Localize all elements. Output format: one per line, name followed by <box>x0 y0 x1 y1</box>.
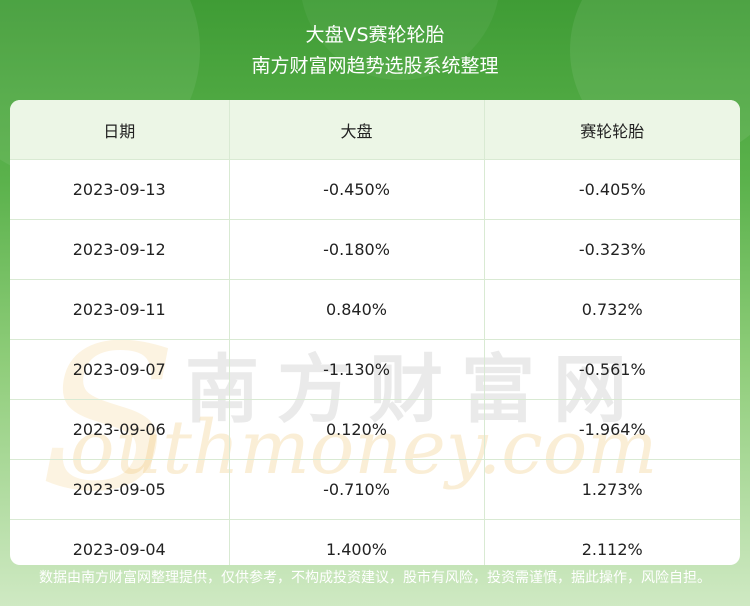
header-stock: 赛轮轮胎 <box>484 100 740 160</box>
comparison-table: 日期 大盘 赛轮轮胎 2023-09-13 -0.450% -0.405% 20… <box>10 100 740 565</box>
table-row: 2023-09-12 -0.180% -0.323% <box>10 219 740 280</box>
cell-market: -0.450% <box>229 159 485 220</box>
cell-market: -0.710% <box>229 459 485 520</box>
cell-date: 2023-09-13 <box>10 159 230 220</box>
table-row: 2023-09-06 0.120% -1.964% <box>10 399 740 460</box>
cell-stock: 0.732% <box>484 279 740 340</box>
page-subtitle: 南方财富网趋势选股系统整理 <box>251 55 499 77</box>
cell-date: 2023-09-12 <box>10 219 230 280</box>
cell-market: -0.180% <box>229 219 485 280</box>
cell-stock: 1.273% <box>484 459 740 520</box>
cell-date: 2023-09-04 <box>10 519 230 565</box>
table-row: 2023-09-07 -1.130% -0.561% <box>10 339 740 400</box>
cell-stock: -0.323% <box>484 219 740 280</box>
cell-market: -1.130% <box>229 339 485 400</box>
cell-date: 2023-09-05 <box>10 459 230 520</box>
disclaimer: 数据由南方财富网整理提供，仅供参考，不构成投资建议，股市有风险，投资需谨慎，据此… <box>39 570 711 586</box>
cell-date: 2023-09-07 <box>10 339 230 400</box>
cell-market: 1.400% <box>229 519 485 565</box>
cell-stock: 2.112% <box>581 540 643 559</box>
cell-date: 2023-09-11 <box>10 279 230 340</box>
cell-stock: -0.561% <box>484 339 740 400</box>
table-row: 2023-09-04 1.400% 2.112% <box>10 519 740 565</box>
cell-date: 2023-09-06 <box>10 399 230 460</box>
cell-stock: -1.964% <box>484 399 740 460</box>
table-header-row: 日期 大盘 赛轮轮胎 <box>10 100 740 160</box>
header-market: 大盘 <box>229 100 485 160</box>
cell-stock: -0.405% <box>484 159 740 220</box>
comparison-table-card: S 南方财富网 outhmoney.com 日期 大盘 赛轮轮胎 2023-09… <box>10 100 740 565</box>
table-row: 2023-09-13 -0.450% -0.405% <box>10 159 740 220</box>
table-row: 2023-09-11 0.840% 0.732% <box>10 279 740 340</box>
cell-market: 0.120% <box>229 399 485 460</box>
table-row: 2023-09-05 -0.710% 1.273% <box>10 459 740 520</box>
page-title: 大盘VS赛轮轮胎 <box>305 24 445 46</box>
cell-market: 0.840% <box>229 279 485 340</box>
header-date: 日期 <box>10 100 230 160</box>
header: 大盘VS赛轮轮胎 南方财富网趋势选股系统整理 <box>0 0 750 100</box>
